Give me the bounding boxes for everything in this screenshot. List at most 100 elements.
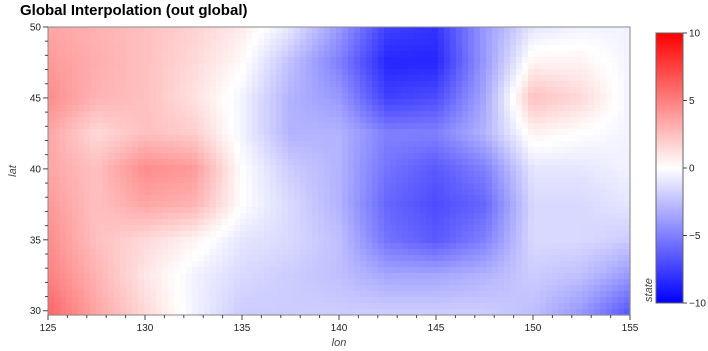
heatmap-cell xyxy=(276,27,283,34)
heatmap-cell xyxy=(462,213,469,220)
heatmap-cell xyxy=(168,267,175,274)
heatmap-cell xyxy=(510,57,517,64)
heatmap-cell xyxy=(246,231,253,238)
heatmap-cell xyxy=(456,309,463,316)
heatmap-cell xyxy=(126,285,133,292)
heatmap-cell xyxy=(348,57,355,64)
heatmap-cell xyxy=(258,201,265,208)
colorbar-tick-label: −10 xyxy=(689,299,706,310)
heatmap-cell xyxy=(126,63,133,70)
heatmap-cell xyxy=(444,261,451,268)
heatmap-cell xyxy=(450,141,457,148)
heatmap-cell xyxy=(132,105,139,112)
heatmap-cell xyxy=(558,309,565,316)
heatmap-cell xyxy=(150,69,157,76)
heatmap-cell xyxy=(72,99,79,106)
heatmap-cell xyxy=(444,171,451,178)
heatmap-cell xyxy=(312,195,319,202)
heatmap-cell xyxy=(210,207,217,214)
heatmap-cell xyxy=(312,105,319,112)
heatmap-cell xyxy=(360,303,367,310)
heatmap-cell xyxy=(114,135,121,142)
heatmap-cell xyxy=(198,63,205,70)
heatmap-cell xyxy=(534,27,541,34)
heatmap-cell xyxy=(330,75,337,82)
heatmap-cell xyxy=(276,99,283,106)
heatmap-cell xyxy=(174,189,181,196)
heatmap-cell xyxy=(444,57,451,64)
heatmap-cell xyxy=(426,201,433,208)
heatmap-cell xyxy=(228,69,235,76)
heatmap-cell xyxy=(546,105,553,112)
heatmap-cell xyxy=(414,39,421,46)
heatmap-cell xyxy=(516,285,523,292)
heatmap-cell xyxy=(126,237,133,244)
heatmap-cell xyxy=(534,201,541,208)
heatmap-cell xyxy=(600,147,607,154)
heatmap-cell xyxy=(330,141,337,148)
heatmap-cell xyxy=(618,171,625,178)
heatmap-cell xyxy=(540,93,547,100)
heatmap-cell xyxy=(156,75,163,82)
heatmap-cell xyxy=(456,285,463,292)
heatmap-cell xyxy=(162,279,169,286)
heatmap-cell xyxy=(606,45,613,52)
heatmap-cell xyxy=(516,225,523,232)
heatmap-cell xyxy=(114,189,121,196)
heatmap-cell xyxy=(462,75,469,82)
heatmap-plot-area[interactable] xyxy=(47,26,631,316)
heatmap-cell xyxy=(462,141,469,148)
heatmap-cell xyxy=(186,177,193,184)
heatmap-cell xyxy=(288,279,295,286)
heatmap-cell xyxy=(324,75,331,82)
heatmap-cell xyxy=(54,243,61,250)
heatmap-cell xyxy=(312,129,319,136)
heatmap-cell xyxy=(276,33,283,40)
heatmap-cell xyxy=(120,33,127,40)
heatmap-cell xyxy=(132,99,139,106)
heatmap-cell xyxy=(486,297,493,304)
heatmap-cell xyxy=(288,57,295,64)
colorbar-tick-label: −5 xyxy=(689,231,701,242)
heatmap-cell xyxy=(258,171,265,178)
heatmap-cell xyxy=(90,273,97,280)
heatmap-cell xyxy=(516,249,523,256)
heatmap-cell xyxy=(588,237,595,244)
heatmap-cell xyxy=(186,63,193,70)
heatmap-cell xyxy=(300,261,307,268)
heatmap-cell xyxy=(402,297,409,304)
heatmap-cell xyxy=(330,81,337,88)
heatmap-cell xyxy=(420,57,427,64)
heatmap-cell xyxy=(234,273,241,280)
heatmap-cell xyxy=(396,171,403,178)
heatmap-cell xyxy=(114,255,121,262)
heatmap-cell xyxy=(84,291,91,298)
heatmap-cell xyxy=(138,183,145,190)
heatmap-cell xyxy=(294,111,301,118)
heatmap-cell xyxy=(66,297,73,304)
heatmap-cell xyxy=(546,279,553,286)
heatmap-cell xyxy=(258,249,265,256)
heatmap-cell xyxy=(330,129,337,136)
heatmap-cell xyxy=(342,285,349,292)
heatmap-cell xyxy=(510,267,517,274)
heatmap-cell xyxy=(624,63,631,70)
heatmap-cell xyxy=(132,147,139,154)
heatmap-cell xyxy=(450,45,457,52)
heatmap-cell xyxy=(330,309,337,316)
heatmap-cell xyxy=(336,243,343,250)
heatmap-cell xyxy=(240,39,247,46)
heatmap-cell xyxy=(390,303,397,310)
heatmap-cell xyxy=(594,33,601,40)
heatmap-cell xyxy=(144,69,151,76)
heatmap-cell xyxy=(402,249,409,256)
heatmap-cell xyxy=(420,93,427,100)
heatmap-cell xyxy=(132,243,139,250)
heatmap-cell xyxy=(60,39,67,46)
heatmap-cell xyxy=(318,291,325,298)
heatmap-cell xyxy=(516,255,523,262)
heatmap-cell xyxy=(162,147,169,154)
heatmap-cell xyxy=(552,171,559,178)
heatmap-cell xyxy=(162,183,169,190)
heatmap-cell xyxy=(162,243,169,250)
